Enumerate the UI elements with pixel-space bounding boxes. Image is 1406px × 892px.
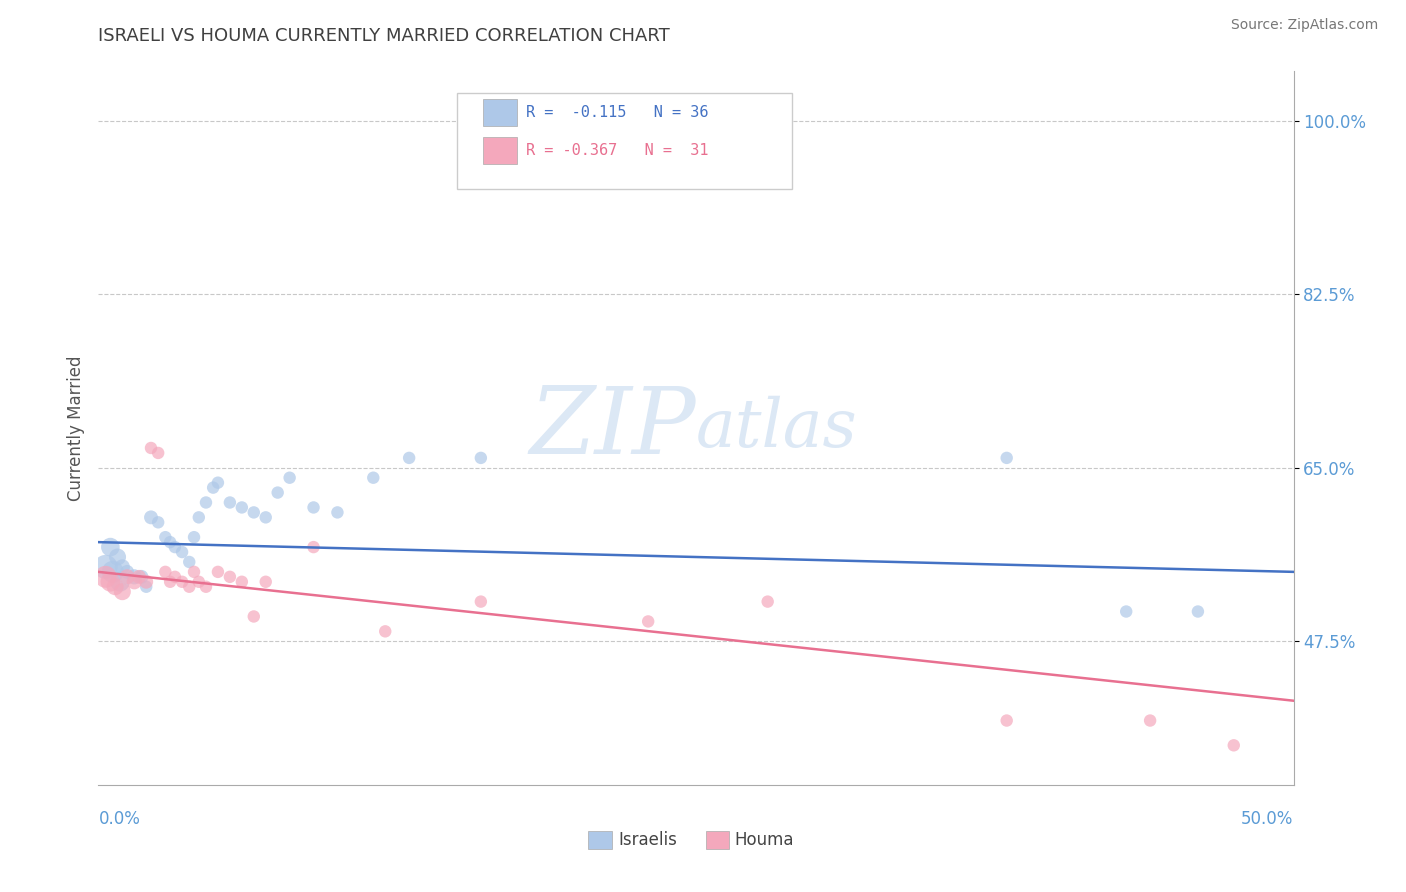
Point <box>104 580 127 594</box>
Bar <box>484 136 517 164</box>
Text: 0.0%: 0.0% <box>98 810 141 828</box>
Point <box>219 495 242 509</box>
Point <box>374 624 396 639</box>
Point <box>98 574 122 589</box>
Point <box>183 530 205 544</box>
Point <box>159 535 181 549</box>
Point <box>398 450 420 465</box>
Point <box>1139 714 1161 728</box>
Point <box>243 505 266 519</box>
Point <box>326 505 349 519</box>
Point <box>756 594 779 608</box>
Point <box>155 565 177 579</box>
Point <box>172 545 194 559</box>
Point <box>131 570 153 584</box>
Point <box>135 574 157 589</box>
Point <box>995 714 1018 728</box>
Text: R = -0.367   N =  31: R = -0.367 N = 31 <box>526 143 709 158</box>
Point <box>187 510 209 524</box>
Point <box>139 510 162 524</box>
Point <box>1187 605 1209 619</box>
Point <box>183 565 205 579</box>
Point <box>267 485 290 500</box>
Point <box>207 475 229 490</box>
Text: ISRAELI VS HOUMA CURRENTLY MARRIED CORRELATION CHART: ISRAELI VS HOUMA CURRENTLY MARRIED CORRE… <box>98 27 671 45</box>
Point <box>135 580 157 594</box>
Point <box>179 580 201 594</box>
Point <box>254 510 277 524</box>
Point <box>128 570 150 584</box>
Point <box>115 570 138 584</box>
Text: 50.0%: 50.0% <box>1241 810 1294 828</box>
Point <box>278 471 301 485</box>
Point <box>254 574 277 589</box>
Point <box>207 565 229 579</box>
Point <box>155 530 177 544</box>
Point <box>159 574 181 589</box>
Point <box>302 500 325 515</box>
Point <box>101 565 124 579</box>
Point <box>202 481 225 495</box>
Point <box>111 584 134 599</box>
Y-axis label: Currently Married: Currently Married <box>66 355 84 501</box>
Point <box>243 609 266 624</box>
Point <box>637 615 659 629</box>
Point <box>163 570 186 584</box>
Point <box>470 594 492 608</box>
Text: ZIP: ZIP <box>529 384 696 473</box>
Bar <box>706 831 730 849</box>
Point <box>219 570 242 584</box>
Text: atlas: atlas <box>696 395 858 461</box>
Bar <box>589 831 613 849</box>
Point <box>111 560 134 574</box>
Point <box>302 540 325 554</box>
Point <box>363 471 385 485</box>
Point <box>98 540 122 554</box>
Point <box>94 570 117 584</box>
Point <box>163 540 186 554</box>
FancyBboxPatch shape <box>457 93 792 189</box>
Text: R =  -0.115   N = 36: R = -0.115 N = 36 <box>526 105 709 120</box>
Point <box>995 450 1018 465</box>
Point <box>124 574 146 589</box>
Point <box>139 441 162 455</box>
Point <box>108 574 131 589</box>
Text: Source: ZipAtlas.com: Source: ZipAtlas.com <box>1230 18 1378 32</box>
Point <box>231 500 253 515</box>
Point <box>195 495 218 509</box>
Point <box>470 450 492 465</box>
Point <box>179 555 201 569</box>
Point <box>148 516 170 530</box>
Point <box>172 574 194 589</box>
Point <box>148 446 170 460</box>
Point <box>231 574 253 589</box>
Bar <box>484 99 517 126</box>
Point <box>1223 739 1246 753</box>
Text: Houma: Houma <box>734 831 794 849</box>
Text: Israelis: Israelis <box>619 831 678 849</box>
Point <box>1115 605 1137 619</box>
Point <box>124 570 146 584</box>
Point <box>107 549 129 564</box>
Point <box>187 574 209 589</box>
Point <box>94 560 117 574</box>
Point <box>115 565 138 579</box>
Point <box>195 580 218 594</box>
